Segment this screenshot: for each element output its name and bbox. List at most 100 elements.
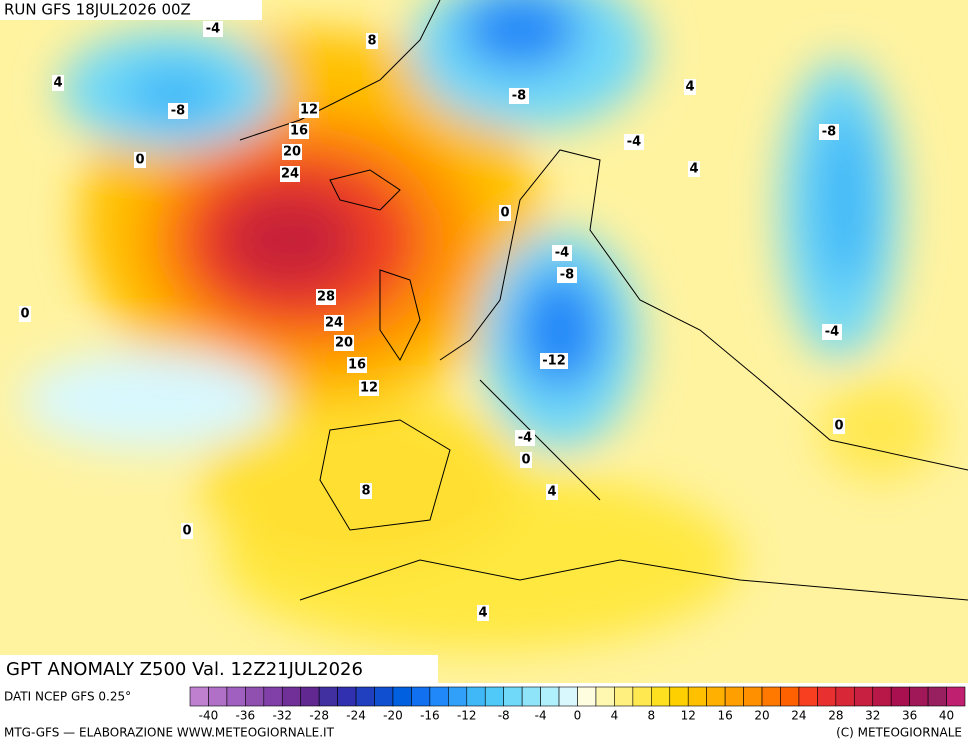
contour-label-box [168, 103, 188, 119]
colorbar-swatch [448, 686, 468, 707]
colorbar-tick-label: -8 [498, 709, 510, 723]
colorbar-tick-label: 12 [681, 709, 696, 723]
contour-label: 8 [361, 484, 370, 499]
contour-label: 4 [53, 76, 62, 91]
run-label: RUN GFS 18JUL2026 00Z [4, 1, 191, 19]
colorbar-swatch [208, 686, 228, 707]
contour-label: 16 [348, 358, 366, 373]
contour-label: 0 [834, 419, 843, 434]
contour-label: -12 [542, 354, 566, 369]
contour-label-box [299, 102, 319, 118]
contour-label: -4 [555, 246, 569, 261]
colorbar-swatch [484, 686, 504, 707]
contour-label-box [316, 289, 336, 305]
contour-label: 0 [182, 524, 191, 539]
contour-label-box [540, 353, 568, 369]
contour-label: 24 [325, 316, 343, 331]
colorbar-swatch [540, 686, 560, 707]
contour-label: 4 [478, 606, 487, 621]
colorbar-swatch [300, 686, 320, 707]
colorbar-tick-label: -16 [420, 709, 440, 723]
contour-label-box [477, 605, 489, 621]
contour-label: -4 [206, 22, 220, 37]
contour-label: 4 [547, 485, 556, 500]
colorbar-tick-label: -36 [236, 709, 256, 723]
colorbar-swatch [724, 686, 744, 707]
contour-label-box [833, 418, 845, 434]
title-box [0, 655, 438, 683]
colorbar-swatch [687, 686, 707, 707]
contour-label-box [688, 161, 700, 177]
map-title: GPT ANOMALY Z500 Val. 12Z21JUL2026 [6, 659, 363, 680]
contour-label: 0 [500, 206, 509, 221]
contour-label-box [624, 134, 644, 150]
contour-label: 0 [20, 307, 29, 322]
colorbar-swatch [614, 686, 634, 707]
colorbar: -40 -36 -32 -28 -24 -20 -16 -12 -8 -4 0 4 8 12 16 20 24 2… [189, 686, 966, 723]
contour-label-box [282, 144, 302, 160]
colorbar-swatch [817, 686, 837, 707]
colorbar-swatch [872, 686, 892, 707]
contour-label-box [552, 245, 572, 261]
colorbar-swatch [946, 686, 966, 707]
colorbar-tick-label: -32 [272, 709, 292, 723]
contour-label: 4 [685, 80, 694, 95]
colorbar-swatch [577, 686, 597, 707]
contour-label: -8 [512, 89, 526, 104]
coastlines [239, 0, 968, 601]
colorbar-swatch [521, 686, 541, 707]
colorbar-tick-label: 0 [574, 709, 582, 723]
colorbar-tick-label: 32 [865, 709, 880, 723]
contour-label-box [822, 324, 842, 340]
colorbar-swatch [281, 686, 302, 707]
colorbar-swatch [780, 686, 800, 707]
contour-label-box [280, 166, 300, 182]
colorbar-swatch [909, 686, 929, 707]
contour-label-box [19, 306, 31, 322]
colorbar-tick-label: 36 [902, 709, 917, 723]
contour-label: 20 [283, 145, 301, 160]
colorbar-swatch [245, 686, 265, 707]
contour-label: 20 [335, 336, 353, 351]
colorbar-swatch [189, 686, 209, 707]
colorbar-swatch [835, 686, 855, 707]
colorbar-swatch [853, 686, 874, 707]
colorbar-swatch [466, 686, 486, 707]
colorbar-swatch [595, 686, 615, 707]
contour-label: -4 [627, 135, 641, 150]
contour-label-box [181, 523, 193, 539]
contour-label-box [289, 123, 309, 139]
contour-label-box [520, 452, 532, 468]
contour-label: 24 [281, 167, 299, 182]
colorbar-swatch [743, 686, 763, 707]
colorbar-tick-label: -20 [383, 709, 403, 723]
contour-label: 12 [360, 381, 378, 396]
contour-label-box [359, 380, 379, 396]
colorbar-swatch [798, 686, 818, 707]
contour-label: -8 [822, 125, 836, 140]
colorbar-swatch [651, 686, 671, 707]
contour-label: 12 [300, 103, 318, 118]
colorbar-tick-label: -12 [457, 709, 477, 723]
colorbar-tick-label: 24 [791, 709, 806, 723]
colorbar-swatch [355, 686, 375, 707]
contour-label-box [134, 152, 146, 168]
colorbar-swatch [263, 686, 283, 707]
contour-label-box [684, 79, 696, 95]
contour-labels: -4 8 4 -8 -8 4 12 16 20 24 0 -4 4 -8 0 -4 -8 0 28 24 20 16 12 -… [19, 21, 845, 621]
colorbar-swatch [318, 686, 338, 707]
contour-label: -4 [518, 431, 532, 446]
colorbar-swatch [669, 686, 689, 707]
contour-label-box [515, 430, 535, 446]
colorbar-tick-label: -24 [346, 709, 366, 723]
colorbar-tick-label: -4 [535, 709, 547, 723]
colorbar-tick-label: 4 [611, 709, 619, 723]
colorbar-swatch [374, 686, 394, 707]
colorbar-swatch [392, 686, 412, 707]
colorbar-tick-label: 8 [647, 709, 655, 723]
colorbar-swatch [927, 686, 947, 707]
contour-label-box [499, 205, 511, 221]
colorbar-tick-label: 16 [717, 709, 732, 723]
colorbar-tick-label: 28 [828, 709, 843, 723]
